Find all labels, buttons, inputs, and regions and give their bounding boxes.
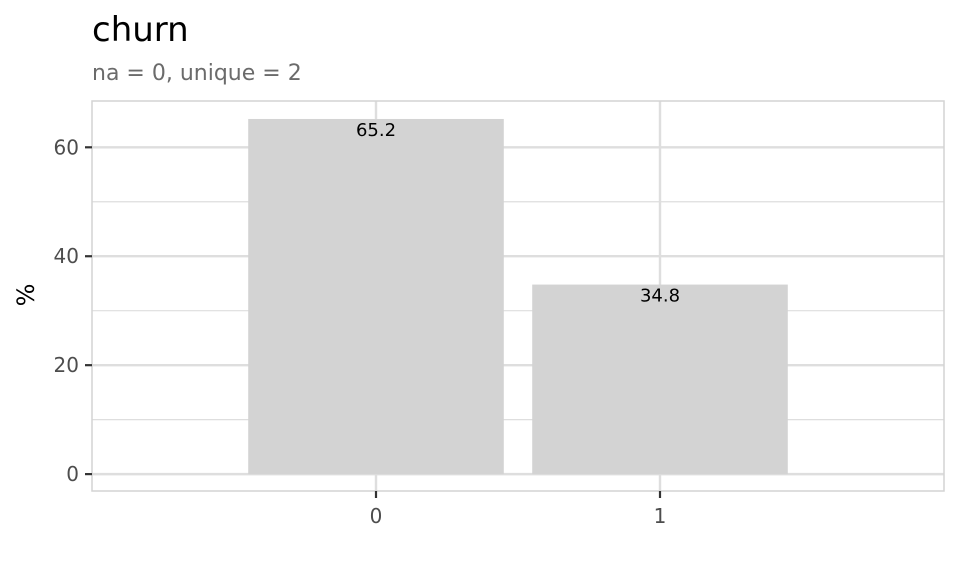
y-tick-label: 0 [66, 462, 79, 486]
y-tick-label: 40 [54, 244, 79, 268]
y-axis-title: % [12, 284, 40, 307]
chart-title: churn [92, 10, 189, 50]
y-axis: 0 20 40 60 [54, 135, 92, 486]
chart-subtitle: na = 0, unique = 2 [92, 61, 302, 86]
data-labels: 65.2 34.8 [356, 120, 680, 307]
x-tick-label: 1 [654, 504, 667, 528]
bars [248, 118, 788, 475]
grid-lines [92, 101, 944, 491]
bar-value-label: 65.2 [356, 120, 396, 141]
y-tick-label: 60 [54, 135, 79, 159]
bar [248, 118, 504, 475]
plot-panel-border [91, 100, 945, 492]
x-tick-label: 0 [370, 504, 383, 528]
bar-value-label: 34.8 [640, 286, 680, 307]
bar [532, 284, 788, 475]
y-tick-label: 20 [54, 353, 79, 377]
